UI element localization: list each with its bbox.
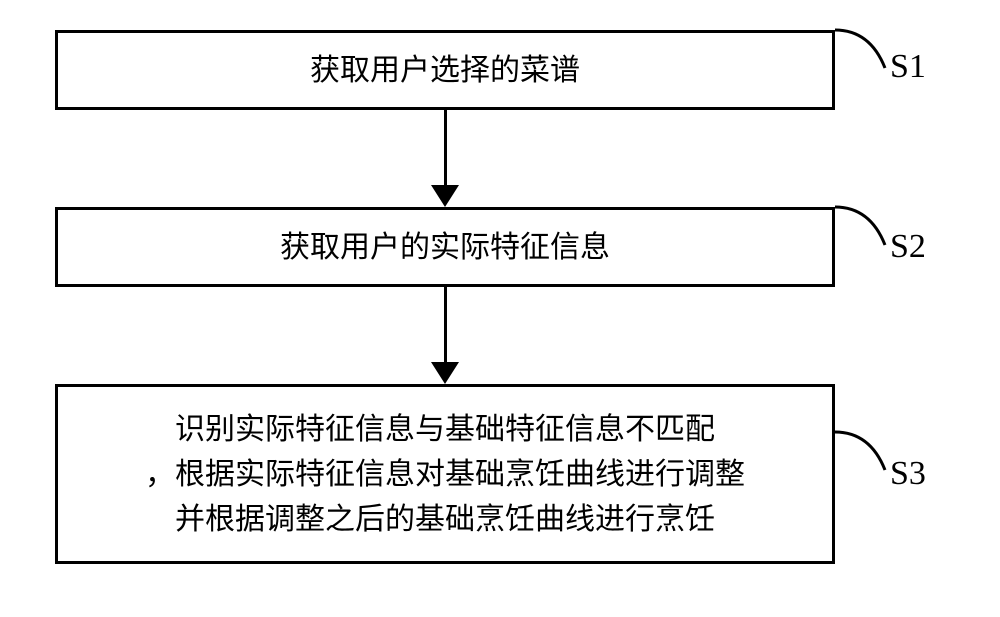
arrow-head-icon [431, 185, 459, 207]
step-text-s3: 识别实际特征信息与基础特征信息不匹配 ，根据实际特征信息对基础烹饪曲线进行调整 … [145, 407, 745, 542]
step-text-s3-line1: 识别实际特征信息与基础特征信息不匹配 [175, 413, 715, 446]
step-text-s2: 获取用户的实际特征信息 [280, 225, 610, 270]
step-box-s2: 获取用户的实际特征信息 [55, 207, 835, 287]
step-label-s3: S3 [890, 455, 926, 493]
step-text-s1: 获取用户选择的菜谱 [310, 48, 580, 93]
step-box-s3: 识别实际特征信息与基础特征信息不匹配 ，根据实际特征信息对基础烹饪曲线进行调整 … [55, 384, 835, 564]
step-text-s3-line3: 并根据调整之后的基础烹饪曲线进行烹饪 [175, 503, 715, 536]
flowchart-container: 获取用户选择的菜谱 获取用户的实际特征信息 识别实际特征信息与基础特征信息不匹配… [55, 30, 835, 564]
arrow-s2-s3 [55, 287, 835, 384]
arrow-head-icon [431, 362, 459, 384]
arrow-shaft [444, 110, 447, 185]
step-label-s2: S2 [890, 228, 926, 266]
arrow-shaft [444, 287, 447, 362]
step-label-s1: S1 [890, 48, 926, 86]
step-text-s3-line2: ，根据实际特征信息对基础烹饪曲线进行调整 [145, 458, 745, 491]
arrow-s1-s2 [55, 110, 835, 207]
step-box-s1: 获取用户选择的菜谱 [55, 30, 835, 110]
